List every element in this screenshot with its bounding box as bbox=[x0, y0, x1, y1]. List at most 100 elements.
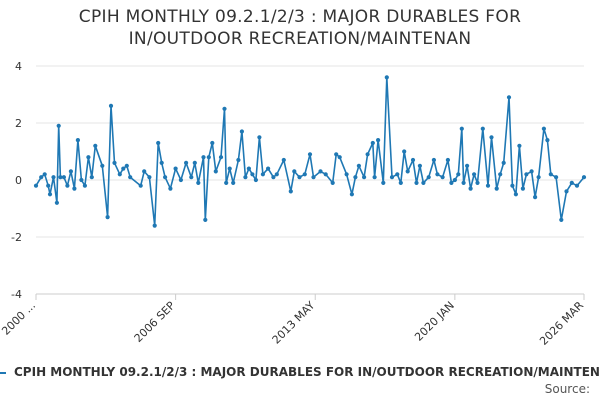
data-point bbox=[266, 166, 271, 171]
data-point bbox=[56, 123, 61, 128]
data-point bbox=[461, 180, 466, 185]
data-point bbox=[105, 215, 110, 220]
data-point bbox=[250, 172, 255, 177]
data-point bbox=[168, 186, 173, 191]
legend[interactable]: CPIH MONTHLY 09.2.1/2/3 : MAJOR DURABLES… bbox=[0, 364, 600, 382]
data-point bbox=[349, 192, 354, 197]
data-point bbox=[218, 155, 224, 160]
data-point bbox=[47, 192, 53, 197]
data-point bbox=[536, 175, 541, 180]
data-point bbox=[372, 175, 377, 180]
data-point bbox=[417, 163, 422, 168]
data-point bbox=[58, 175, 63, 180]
data-point bbox=[184, 160, 189, 165]
data-point bbox=[51, 175, 56, 180]
data-point bbox=[210, 140, 215, 146]
data-point bbox=[517, 143, 522, 148]
data-point bbox=[510, 183, 515, 188]
data-point bbox=[506, 95, 512, 100]
data-point bbox=[297, 175, 302, 180]
y-tick-label: 4 bbox=[15, 60, 22, 73]
data-point bbox=[173, 166, 178, 171]
data-point bbox=[61, 175, 66, 180]
data-point bbox=[156, 140, 161, 146]
data-point bbox=[128, 175, 133, 180]
series-points bbox=[33, 75, 587, 228]
data-point bbox=[410, 157, 416, 163]
data-point bbox=[356, 163, 361, 168]
data-point bbox=[524, 172, 529, 177]
series-line bbox=[35, 76, 585, 227]
x-tick-label: 2006 SEP bbox=[132, 299, 178, 345]
data-point bbox=[274, 172, 279, 177]
data-point bbox=[501, 160, 506, 165]
data-point bbox=[178, 177, 183, 183]
data-point bbox=[559, 217, 564, 222]
data-point bbox=[475, 180, 480, 185]
data-point bbox=[545, 138, 550, 143]
data-point bbox=[452, 177, 457, 183]
data-point bbox=[365, 152, 370, 157]
data-point bbox=[189, 175, 194, 180]
data-point bbox=[39, 175, 44, 180]
data-point bbox=[520, 186, 526, 191]
data-point bbox=[459, 126, 464, 131]
data-point bbox=[405, 169, 410, 174]
tick-labels: -4 -2 0 2 4 2000 ... 2006 SEP 2013 MAY 2020 JAN 2… bbox=[0, 60, 586, 348]
data-point bbox=[472, 172, 477, 177]
data-point bbox=[163, 175, 168, 180]
y-tick-label: 0 bbox=[15, 174, 22, 187]
data-point bbox=[159, 160, 164, 165]
data-point bbox=[581, 175, 587, 180]
data-point bbox=[337, 155, 342, 160]
legend-label: CPIH MONTHLY 09.2.1/2/3 : MAJOR DURABLES… bbox=[14, 365, 600, 379]
data-point bbox=[203, 217, 208, 222]
data-point bbox=[548, 172, 553, 177]
x-tick-label: 2026 MAR bbox=[537, 299, 586, 348]
legend-swatch bbox=[0, 372, 6, 374]
chart-title-line-2: IN/OUTDOOR RECREATION/MAINTENAN bbox=[128, 29, 472, 49]
data-point bbox=[292, 169, 297, 174]
data-point bbox=[330, 180, 335, 185]
data-point bbox=[93, 143, 98, 148]
data-point bbox=[489, 135, 494, 140]
data-point bbox=[68, 169, 73, 174]
data-point bbox=[213, 169, 218, 174]
data-point bbox=[494, 186, 499, 191]
data-point bbox=[449, 180, 454, 185]
data-point bbox=[72, 186, 77, 191]
data-point bbox=[440, 175, 445, 180]
data-point bbox=[389, 175, 395, 180]
data-point bbox=[307, 152, 313, 157]
data-point bbox=[465, 163, 470, 168]
data-point bbox=[456, 172, 461, 177]
data-point bbox=[227, 166, 232, 171]
data-point bbox=[33, 183, 39, 188]
data-point bbox=[112, 160, 117, 165]
data-point bbox=[344, 172, 349, 177]
data-point bbox=[54, 200, 60, 205]
data-point bbox=[426, 175, 431, 180]
data-point bbox=[222, 106, 227, 111]
data-point bbox=[554, 175, 559, 180]
data-point bbox=[46, 183, 51, 188]
data-point bbox=[541, 126, 547, 131]
data-point bbox=[533, 195, 538, 200]
data-point bbox=[86, 155, 91, 160]
data-point bbox=[224, 180, 229, 185]
data-point bbox=[253, 177, 258, 183]
data-point bbox=[147, 175, 152, 180]
data-point bbox=[124, 163, 129, 168]
source-label: Source: bbox=[544, 382, 590, 396]
x-tick-label: 2000 ... bbox=[0, 299, 38, 338]
data-point bbox=[121, 166, 126, 171]
data-point bbox=[79, 177, 84, 183]
data-point bbox=[206, 155, 211, 160]
data-point bbox=[117, 172, 122, 177]
data-point bbox=[421, 180, 426, 185]
data-point bbox=[485, 183, 491, 188]
data-point bbox=[260, 172, 265, 177]
data-point bbox=[311, 175, 316, 180]
